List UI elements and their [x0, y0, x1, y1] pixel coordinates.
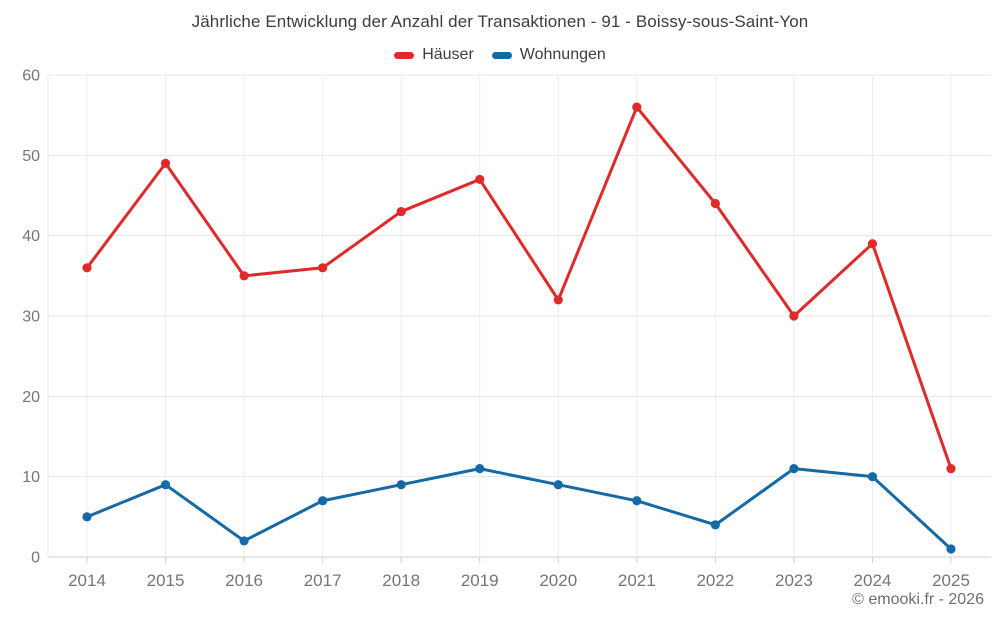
- series-1-point-2021: [632, 496, 642, 506]
- x-axis-tick-label: 2020: [539, 571, 577, 590]
- x-axis-tick-label: 2017: [304, 571, 342, 590]
- x-axis-tick-label: 2021: [618, 571, 656, 590]
- y-axis-tick-label: 20: [22, 389, 40, 406]
- series-0-point-2018: [396, 206, 406, 217]
- series-1-point-2015: [160, 480, 171, 490]
- x-axis-tick-label: 2019: [461, 571, 499, 590]
- series-1-point-2018: [396, 480, 406, 490]
- series-line-0: [85, 105, 953, 471]
- y-axis-tick-label: 50: [22, 148, 40, 165]
- legend-item-haeuser[interactable]: Häuser: [394, 46, 474, 64]
- series-1-point-2025: [946, 544, 956, 554]
- legend-label-haeuser: Häuser: [422, 46, 474, 63]
- series-0-point-2014: [82, 263, 92, 273]
- series-0-point-2021: [632, 102, 642, 112]
- series-0-point-2016: [239, 271, 249, 281]
- legend-label-wohnungen: Wohnungen: [519, 46, 606, 63]
- series-0-point-2020: [553, 295, 563, 305]
- chart-title: Jährliche Entwicklung der Anzahl der Tra…: [191, 12, 809, 31]
- series-1-point-2014: [82, 512, 92, 522]
- x-axis-tick-label: 2024: [854, 571, 892, 590]
- series-0-point-2015: [160, 158, 171, 168]
- x-axis-tick-label: 2025: [932, 571, 970, 590]
- series-0-point-2024: [867, 239, 878, 249]
- series-line-1: [85, 467, 953, 551]
- wohnungen-series-color-swatch: [491, 51, 512, 59]
- y-axis-tick-label: 40: [22, 228, 40, 245]
- series-0-point-2019: [475, 174, 485, 185]
- x-axis-tick-label: 2015: [147, 571, 185, 590]
- series-1-point-2016: [239, 536, 249, 546]
- x-axis-tick-label: 2022: [696, 571, 734, 590]
- y-axis-tick-label: 30: [22, 309, 40, 326]
- copyright-footer: © emooki.fr - 2026: [852, 591, 984, 608]
- x-axis-tick-label: 2018: [382, 571, 420, 590]
- series-1-point-2022: [710, 520, 720, 530]
- y-axis-tick-label: 0: [31, 550, 40, 567]
- haeuser-series-color-swatch: [394, 51, 415, 59]
- y-axis-tick-label: 60: [22, 68, 40, 85]
- chart-legend: Häuser Wohnungen: [0, 46, 1000, 64]
- series-1-point-2020: [553, 480, 563, 490]
- legend-item-wohnungen[interactable]: Wohnungen: [491, 46, 606, 64]
- series-0-point-2025: [946, 464, 956, 474]
- y-axis-tick-label: 10: [22, 469, 40, 486]
- series-1-point-2024: [867, 472, 878, 482]
- x-axis-tick-label: 2023: [775, 571, 813, 590]
- series-0-point-2022: [710, 198, 720, 209]
- series-0-point-2017: [318, 263, 328, 273]
- series-1-point-2023: [789, 464, 799, 474]
- x-axis-tick-label: 2016: [225, 571, 263, 590]
- series-1-point-2017: [318, 496, 328, 506]
- series-0-point-2023: [789, 311, 799, 321]
- series-1-point-2019: [475, 464, 485, 474]
- x-axis-tick-label: 2014: [68, 571, 106, 590]
